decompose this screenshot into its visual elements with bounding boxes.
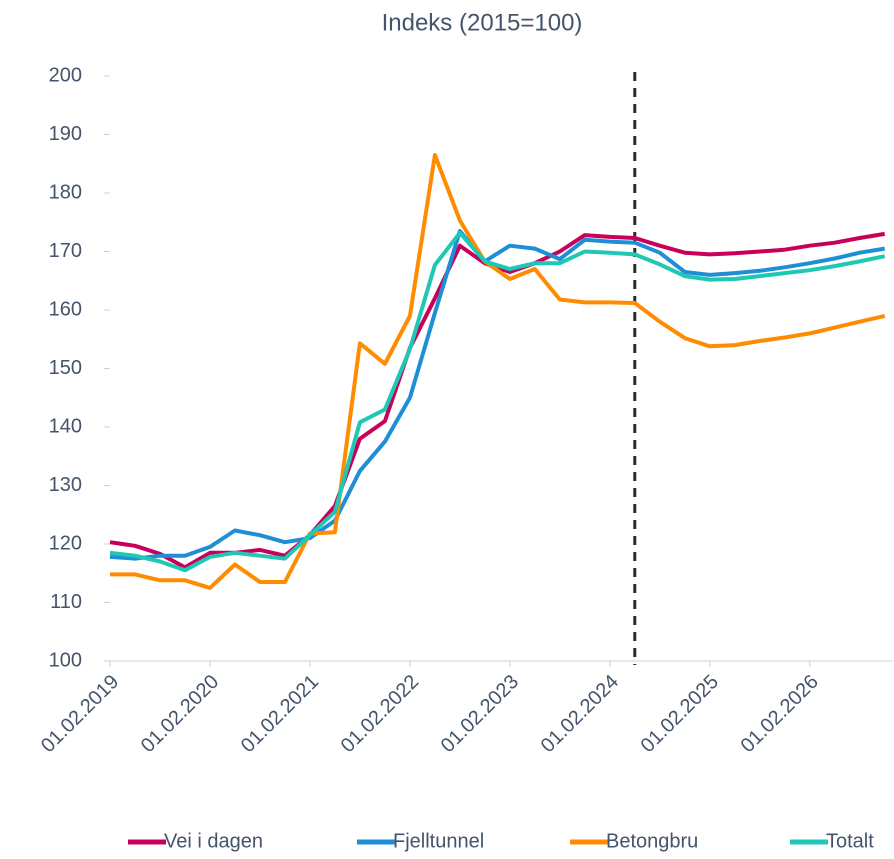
y-tick-label: 170 xyxy=(49,240,82,262)
x-tick-label: 01.02.2025 xyxy=(637,671,723,757)
y-tick-label: 180 xyxy=(49,181,82,203)
y-tick-label: 140 xyxy=(49,415,82,437)
x-tick-label: 01.02.2022 xyxy=(337,671,423,757)
legend-label: Totalt xyxy=(826,830,874,852)
series-line xyxy=(109,231,886,570)
y-tick-label: 110 xyxy=(50,591,82,613)
legend-label: Fjelltunnel xyxy=(393,830,484,852)
series-line xyxy=(109,229,886,561)
legend-label: Vei i dagen xyxy=(164,830,263,852)
x-tick-label: 01.02.2019 xyxy=(37,671,123,757)
x-tick-label: 01.02.2024 xyxy=(537,671,623,757)
y-tick-label: 130 xyxy=(49,474,82,496)
y-tick-label: 190 xyxy=(49,123,82,145)
chart-title: Indeks (2015=100) xyxy=(382,9,583,36)
y-tick-label: 120 xyxy=(49,532,82,554)
y-tick-label: 200 xyxy=(49,64,82,86)
x-tick-label: 01.02.2026 xyxy=(737,671,823,757)
x-tick-label: 01.02.2021 xyxy=(237,671,323,757)
x-tick-label: 01.02.2020 xyxy=(137,671,223,757)
legend-label: Betongbru xyxy=(606,830,698,852)
y-tick-label: 160 xyxy=(49,298,82,320)
series-line xyxy=(110,153,886,590)
y-tick-label: 100 xyxy=(49,649,82,671)
series-line xyxy=(109,230,886,573)
x-tick-label: 01.02.2023 xyxy=(437,671,523,757)
y-tick-label: 150 xyxy=(49,357,82,379)
